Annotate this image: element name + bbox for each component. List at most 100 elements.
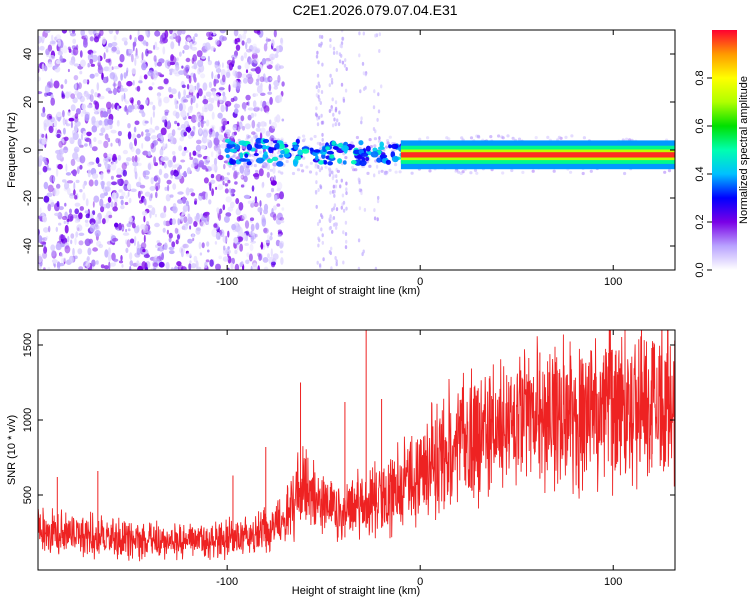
noise-dot [84,90,87,95]
sparse-dot [338,52,342,57]
band-blob [255,144,263,149]
sparse-dot [363,87,366,91]
noise-dot [205,191,208,201]
noise-dot [64,202,67,207]
noise-dot [247,114,252,121]
noise-dot [74,124,78,133]
noise-dot [98,243,104,249]
noise-dot [183,68,188,76]
noise-dot [177,234,180,240]
noise-dot [77,82,82,90]
noise-dot [97,163,102,167]
noise-dot [257,265,260,270]
noise-dot [267,253,270,259]
noise-dot [192,238,195,242]
noise-dot [101,120,105,128]
band-blob [370,151,379,158]
noise-dot [129,142,133,150]
noise-dot [260,107,263,112]
sparse-dot [314,112,318,117]
noise-dot [85,261,91,269]
noise-dot [125,195,129,199]
noise-dot [40,241,47,245]
noise-dot [110,201,114,208]
snr-frame [37,329,676,571]
noise-dot [114,201,118,208]
noise-dot [148,127,154,134]
noise-dot [165,194,171,202]
noise-dot [104,46,109,50]
snr-plot-area [38,330,675,570]
noise-dot [218,255,222,260]
noise-dot [132,223,136,229]
spectrogram-xlabel: Height of straight line (km) [292,285,420,297]
noise-dot [39,45,45,51]
noise-dot [41,63,45,72]
noise-dot [103,265,109,270]
band-blob [244,153,249,158]
noise-dot [118,189,123,193]
noise-dot [223,163,226,170]
sparse-dot [378,32,381,37]
noise-dot [127,228,131,232]
noise-dot [272,253,279,260]
noise-dot [269,235,273,241]
noise-dot [223,176,229,182]
noise-dot [280,257,284,265]
noise-dot [111,103,114,110]
noise-dot [190,263,197,269]
band-haze [581,171,585,176]
noise-dot [222,74,226,83]
noise-dot [55,34,62,41]
noise-dot [169,135,175,145]
noise-dot [49,55,56,60]
noise-dot [201,242,205,249]
noise-dot [58,140,63,148]
sparse-dot [320,90,324,94]
noise-dot [211,188,215,197]
noise-dot [115,159,118,164]
noise-dot [210,128,213,133]
noise-dot [178,35,181,44]
noise-dot [168,94,174,99]
noise-dot [106,186,111,192]
colorbar-tick-label: 0.0 [694,262,706,277]
noise-dot [87,104,93,109]
noise-dot [107,253,112,262]
sparse-dot [331,97,334,102]
noise-dot [257,252,261,257]
band-haze [623,171,627,176]
sparse-dot [341,36,344,41]
band-haze [469,136,474,140]
sparse-scatter [314,30,383,270]
noise-dot [200,73,206,79]
noise-dot [195,215,200,223]
band-haze [228,164,232,168]
band-haze [232,154,236,158]
noise-dot [180,124,186,129]
noise-dot [178,70,185,75]
noise-dot [144,120,149,124]
noise-dot [146,50,153,54]
sparse-dot [345,239,348,244]
noise-dot [166,59,171,67]
noise-dot [95,216,99,223]
sparse-dot [345,181,348,186]
noise-dot [110,142,113,147]
noise-dot [175,100,179,105]
noise-dot [210,179,216,184]
noise-dot [252,100,257,108]
noise-dot [181,65,184,69]
noise-dot [62,127,66,135]
noise-dot [263,266,269,270]
noise-dot [38,254,43,263]
noise-dot [106,169,111,173]
band-blob [365,156,370,162]
noise-dot [122,232,130,236]
noise-dot [99,198,104,207]
noise-dot [219,126,222,134]
noise-dot [196,227,202,232]
band-blob [379,154,388,159]
noise-dot [97,55,101,63]
band-haze [327,167,331,171]
